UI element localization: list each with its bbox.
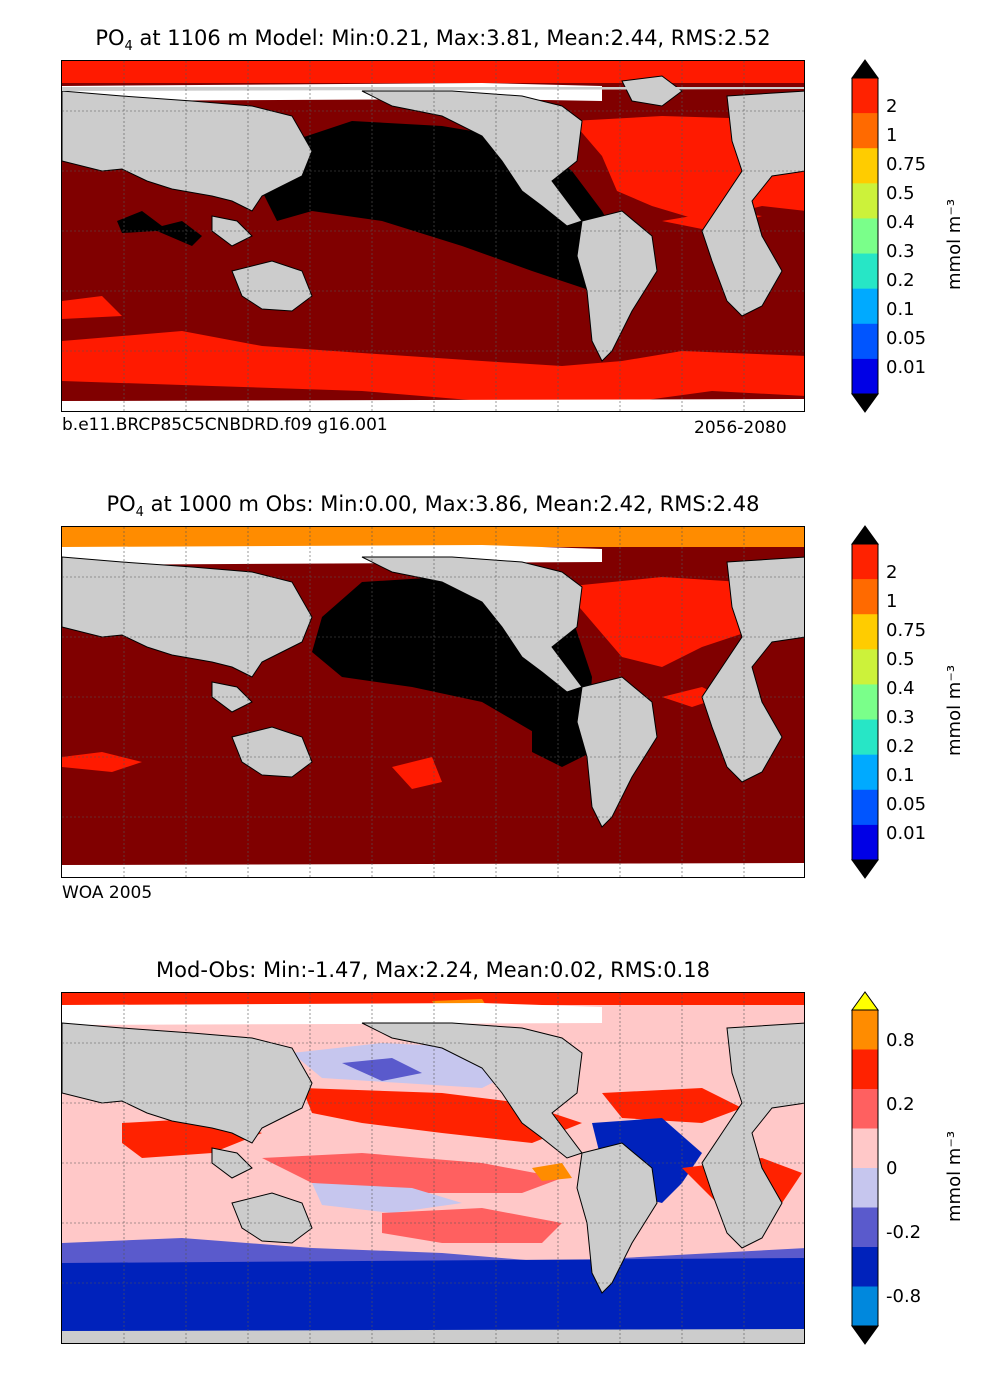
colorbar-swatch <box>852 1247 878 1287</box>
world-map-observations <box>61 526 805 878</box>
tick-label: 0.5 <box>886 183 915 204</box>
world-map-model <box>61 60 805 412</box>
tick-label: 0.4 <box>886 212 915 233</box>
tick-label: 0.75 <box>886 620 927 641</box>
colorbar-swatch <box>852 78 878 114</box>
colorbar-swatch <box>852 288 878 325</box>
tick-label: 0.75 <box>886 154 927 175</box>
tick-label: 0.2 <box>886 736 915 757</box>
colorbar <box>851 525 879 879</box>
colorbar <box>851 991 879 1345</box>
colorbar-swatch <box>852 148 878 184</box>
tick-label: 0.3 <box>886 241 915 262</box>
tick-label: 0.1 <box>886 765 915 786</box>
tick-label: 2 <box>886 562 898 583</box>
colorbar-max-extension <box>851 59 879 79</box>
colorbar-swatch <box>852 754 878 791</box>
tick-label: 1 <box>886 591 898 612</box>
panel-title: Mod-Obs: Min:-1.47, Max:2.24, Mean:0.02,… <box>156 958 710 982</box>
tick-label: 0.01 <box>886 357 927 378</box>
colorbar-frame <box>851 543 879 861</box>
colorbar-swatch <box>852 1168 878 1208</box>
colorbar-swatch <box>852 218 878 255</box>
tick-label: 0.5 <box>886 649 915 670</box>
tick-label: 0.05 <box>886 328 927 349</box>
colorbar-unit-label: mmol m⁻³ <box>944 1130 965 1222</box>
colorbar-swatch <box>852 789 878 826</box>
colorbar-max-extension <box>851 991 879 1011</box>
colorbar-swatch <box>852 1207 878 1248</box>
tick-label: 0 <box>886 1158 898 1179</box>
panel-model: PO4 at 1106 m Model: Min:0.21, Max:3.81,… <box>0 0 995 460</box>
colorbar-frame <box>851 77 879 395</box>
colorbar-max-extension <box>851 525 879 545</box>
colorbar <box>851 59 879 413</box>
panel-title: PO4 at 1106 m Model: Min:0.21, Max:3.81,… <box>95 26 771 55</box>
tick-label: 0.8 <box>886 1030 915 1051</box>
tick-label: 0.4 <box>886 678 915 699</box>
tick-label: 1 <box>886 125 898 146</box>
colorbar-swatch <box>852 323 878 360</box>
tick-label: 0.2 <box>886 1094 915 1115</box>
panel-title: PO4 at 1000 m Obs: Min:0.00, Max:3.86, M… <box>106 492 760 521</box>
tick-label: -0.2 <box>886 1222 922 1243</box>
colorbar-unit-label: mmol m⁻³ <box>944 198 965 290</box>
colorbar-unit-label: mmol m⁻³ <box>944 664 965 756</box>
years-caption: 2056-2080 <box>694 418 787 438</box>
colorbar-swatch <box>852 183 878 219</box>
run-name-caption: b.e11.BRCP85C5CNBDRD.f09 g16.001 <box>62 415 388 435</box>
colorbar-min-extension <box>851 393 879 413</box>
tick-label: 0.01 <box>886 823 927 844</box>
colorbar-swatch <box>852 1049 878 1090</box>
tick-label: 2 <box>886 96 898 117</box>
colorbar-min-extension <box>851 1325 879 1345</box>
colorbar-swatch <box>852 719 878 756</box>
tick-label: 0.1 <box>886 299 915 320</box>
colorbar-swatch <box>852 358 878 395</box>
panel-observations: PO4 at 1000 m Obs: Min:0.00, Max:3.86, M… <box>0 466 995 926</box>
colorbar-swatch <box>852 1286 878 1327</box>
tick-label: 0.2 <box>886 270 915 291</box>
world-map-difference <box>61 992 805 1344</box>
colorbar-swatch <box>852 544 878 580</box>
panel-difference: Mod-Obs: Min:-1.47, Max:2.24, Mean:0.02,… <box>0 932 995 1372</box>
colorbar-swatch <box>852 113 878 149</box>
dataset-caption: WOA 2005 <box>62 883 153 903</box>
colorbar-min-extension <box>851 859 879 879</box>
colorbar-swatch <box>852 649 878 685</box>
tick-label: 0.05 <box>886 794 927 815</box>
colorbar-swatch <box>852 253 878 290</box>
colorbar-swatch <box>852 579 878 615</box>
tick-label: 0.3 <box>886 707 915 728</box>
colorbar-swatch <box>852 684 878 721</box>
colorbar-swatch <box>852 1089 878 1129</box>
colorbar-swatch <box>852 1010 878 1050</box>
colorbar-swatch <box>852 824 878 861</box>
colorbar-frame <box>851 1009 879 1327</box>
tick-label: -0.8 <box>886 1286 922 1307</box>
colorbar-swatch <box>852 614 878 650</box>
colorbar-swatch <box>852 1128 878 1169</box>
